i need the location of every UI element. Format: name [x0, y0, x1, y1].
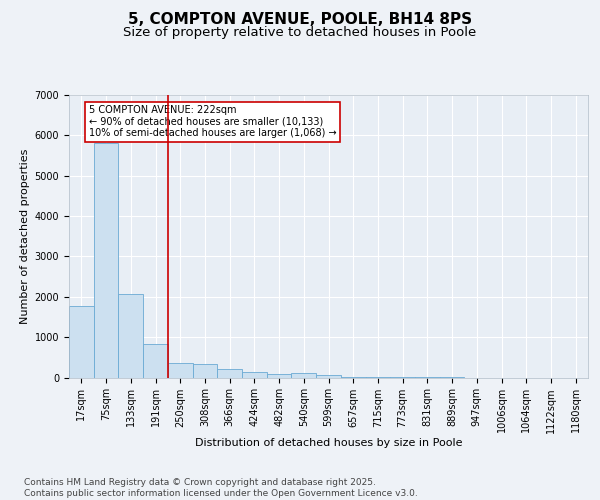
Bar [292, 374, 316, 378]
Bar [143, 344, 168, 378]
Bar [94, 142, 118, 378]
Text: Contains HM Land Registry data © Crown copyright and database right 2025.
Contai: Contains HM Land Registry data © Crown c… [24, 478, 418, 498]
Bar [69, 306, 94, 378]
Bar [193, 364, 217, 378]
Y-axis label: Number of detached properties: Number of detached properties [20, 148, 31, 324]
Bar [242, 372, 267, 378]
Bar [267, 374, 292, 378]
X-axis label: Distribution of detached houses by size in Poole: Distribution of detached houses by size … [195, 438, 462, 448]
Bar [217, 370, 242, 378]
Bar [168, 363, 193, 378]
Text: 5, COMPTON AVENUE, POOLE, BH14 8PS: 5, COMPTON AVENUE, POOLE, BH14 8PS [128, 12, 472, 28]
Text: Size of property relative to detached houses in Poole: Size of property relative to detached ho… [124, 26, 476, 39]
Bar [316, 376, 341, 378]
Text: 5 COMPTON AVENUE: 222sqm
← 90% of detached houses are smaller (10,133)
10% of se: 5 COMPTON AVENUE: 222sqm ← 90% of detach… [89, 105, 337, 138]
Bar [118, 294, 143, 378]
